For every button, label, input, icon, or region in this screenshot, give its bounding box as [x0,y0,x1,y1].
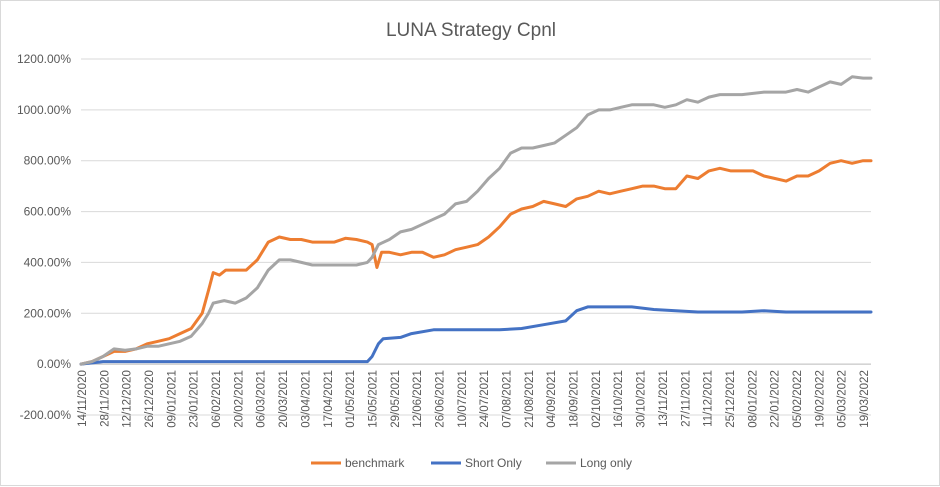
gridlines [81,58,871,416]
x-tick-label: 04/09/2021 [546,370,558,428]
legend: benchmark Short Only Long only [311,456,632,470]
x-tick-label: 11/12/2021 [703,370,715,427]
x-tick-label: 06/03/2021 [256,370,268,428]
x-tick-label: 05/03/2022 [837,370,849,428]
legend-label: Long only [580,456,632,470]
x-tick-label: 28/11/2020 [99,370,111,427]
x-tick-label: 23/01/2021 [189,370,201,428]
x-tick-label: 03/04/2021 [300,370,312,428]
legend-label: benchmark [345,456,405,470]
x-tick-label: 16/10/2021 [613,370,625,428]
legend-label: Short Only [465,456,522,470]
y-tick-label: -200.00% [20,408,72,422]
x-tick-label: 18/09/2021 [569,370,581,428]
x-tick-label: 27/11/2021 [680,370,692,427]
x-tick-label: 29/05/2021 [390,370,402,428]
x-tick-label: 20/03/2021 [278,370,290,428]
x-tick-label: 26/06/2021 [434,370,446,428]
series-lines [79,75,873,366]
chart-title: LUNA Strategy Cpnl [386,20,556,41]
x-tick-label: 10/07/2021 [457,370,469,428]
series-line-short-only [79,305,873,366]
x-tick-label: 26/12/2020 [144,370,156,428]
x-tick-label: 14/11/2020 [77,370,89,427]
y-tick-label: 400.00% [24,255,72,269]
x-tick-label: 06/02/2021 [211,370,223,428]
x-tick-label: 13/11/2021 [658,370,670,427]
y-tick-label: 200.00% [24,306,72,320]
x-tick-label: 22/01/2022 [770,370,782,428]
x-tick-label: 07/08/2021 [502,370,514,428]
x-tick-label: 12/12/2020 [122,370,134,428]
x-tick-label: 09/01/2021 [166,370,178,428]
x-tick-label: 24/07/2021 [479,370,491,428]
x-tick-label: 25/12/2021 [725,370,737,428]
x-tick-label: 19/03/2022 [859,370,871,428]
x-axis-tick-labels: 14/11/2020 28/11/2020 12/12/2020 26/12/2020… [77,370,871,428]
series-line-benchmark [79,159,873,366]
x-tick-label: 12/06/2021 [412,370,424,428]
series-line-long-only [79,75,873,366]
x-tick-label: 02/10/2021 [591,370,603,428]
y-tick-label: 600.00% [24,205,72,219]
x-tick-label: 20/02/2021 [233,370,245,428]
x-tick-label: 08/01/2022 [747,370,759,428]
x-tick-label: 17/04/2021 [323,370,335,428]
y-axis-tick-labels: -200.00% 0.00% 200.00% 400.00% 600.00% 800.00… [17,52,71,422]
y-tick-label: 800.00% [24,154,72,168]
y-tick-label: 0.00% [37,357,71,371]
y-tick-label: 1200.00% [17,52,71,66]
y-tick-label: 1000.00% [17,103,71,117]
x-tick-label: 01/05/2021 [345,370,357,428]
x-tick-label: 05/02/2022 [792,370,804,428]
x-tick-label: 15/05/2021 [367,370,379,428]
x-tick-label: 21/08/2021 [524,370,536,428]
x-tick-label: 30/10/2021 [636,370,648,428]
x-tick-label: 19/02/2022 [814,370,826,428]
